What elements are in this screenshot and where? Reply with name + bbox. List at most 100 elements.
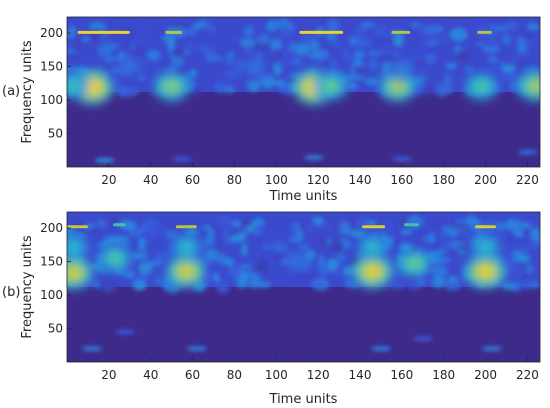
texture-blob <box>357 40 368 46</box>
x-tick-label: 100 <box>265 368 288 382</box>
texture-blob <box>217 252 226 266</box>
texture-blob <box>264 273 281 280</box>
texture-blob <box>292 56 301 66</box>
texture-blob <box>284 21 295 30</box>
texture-blob <box>501 33 512 46</box>
texture-blob <box>372 68 380 80</box>
texture-blob <box>205 53 221 62</box>
hotspot <box>180 242 193 252</box>
texture-blob <box>92 23 104 29</box>
x-tick-label: 160 <box>390 173 413 187</box>
plot-frame-b <box>66 211 541 363</box>
texture-blob <box>239 264 253 269</box>
texture-blob <box>254 281 272 288</box>
texture-blob <box>335 252 347 263</box>
texture-blob <box>245 76 259 81</box>
x-tick-label: 60 <box>185 173 200 187</box>
low-features-a <box>94 149 538 163</box>
hotspot <box>291 257 303 266</box>
texture-blob <box>215 279 230 294</box>
x-tick-label: 80 <box>227 173 242 187</box>
texture-blob <box>228 51 235 58</box>
texture-blob <box>239 272 250 281</box>
texture-blob <box>283 88 295 95</box>
hotspot <box>179 266 194 278</box>
texture-blob <box>276 57 294 68</box>
texture-blob <box>350 229 367 238</box>
texture-blob <box>529 235 540 241</box>
x-tick-label: 140 <box>349 173 372 187</box>
texture-blob <box>383 229 399 239</box>
texture-blob <box>441 82 454 95</box>
x-tick-label: 20 <box>101 173 116 187</box>
texture-blob <box>511 250 523 257</box>
x-tick-label: 120 <box>307 173 330 187</box>
y-tick-label: 50 <box>48 127 63 141</box>
hotspot <box>478 265 493 278</box>
texture-blob <box>354 50 366 59</box>
texture-blob <box>378 31 395 40</box>
texture-blob <box>456 50 473 61</box>
texture-blob <box>345 281 359 289</box>
texture-blob <box>414 44 432 49</box>
texture-blob <box>449 278 457 284</box>
texture-blob <box>441 243 449 253</box>
texture-blob <box>501 65 516 73</box>
x-tick-label: 40 <box>143 368 158 382</box>
texture-blob <box>444 282 462 291</box>
texture-blob <box>231 36 244 43</box>
texture-blob <box>210 67 222 79</box>
texture-blob <box>501 281 517 291</box>
texture-blob <box>497 252 511 262</box>
panel-label-b: (b) <box>2 285 20 300</box>
top-streak <box>299 30 344 34</box>
texture-blob <box>359 21 375 29</box>
x-ticks-b: 20 40 60 80 100 120 140 160 180 200 220 <box>101 358 539 382</box>
texture-blob <box>207 228 215 242</box>
y-ticks-b: 50 100 150 200 <box>40 221 71 336</box>
texture-blob <box>353 27 366 42</box>
texture-blob <box>515 36 528 48</box>
low-feature <box>412 336 433 342</box>
texture-blob <box>157 232 168 243</box>
y-tick-label: 200 <box>40 26 63 40</box>
texture-blob <box>467 69 475 74</box>
panel-b: 20 40 60 80 100 120 140 160 180 200 220 50 100 150 20… <box>2 211 541 407</box>
top-streak <box>67 225 88 229</box>
low-feature <box>94 157 115 163</box>
texture-blob <box>186 42 196 52</box>
top-streak <box>113 223 126 227</box>
top-streak <box>403 223 419 227</box>
low-feature <box>391 156 412 162</box>
hotspot <box>67 242 80 252</box>
texture-blob <box>414 279 427 286</box>
x-tick-label: 40 <box>143 173 158 187</box>
texture-blob <box>527 24 540 30</box>
texture-blob <box>415 19 423 32</box>
hotspot <box>407 258 422 269</box>
texture-blob <box>445 62 457 70</box>
texture-blob <box>483 39 500 48</box>
texture-blob <box>343 27 355 32</box>
y-ticks-a: 50 100 150 200 <box>40 26 71 141</box>
texture-blob <box>188 69 198 78</box>
texture-blob <box>143 223 161 237</box>
texture-blob <box>483 45 500 54</box>
low-features-b <box>82 329 502 352</box>
x-ticks-a: 20 40 60 80 100 120 140 160 180 200 220 <box>101 163 539 187</box>
texture-blob <box>349 74 366 81</box>
texture-blob <box>495 232 508 242</box>
texture-blob <box>224 68 242 80</box>
texture-blob <box>516 45 527 54</box>
texture-blob <box>489 66 506 73</box>
texture-blob <box>378 42 395 56</box>
texture-blob <box>201 225 212 230</box>
texture-blob <box>421 85 437 96</box>
hotspot <box>108 253 122 264</box>
texture-blob <box>493 221 508 231</box>
texture-blob <box>73 36 84 45</box>
top-streak <box>362 225 386 229</box>
texture-blob <box>287 237 302 243</box>
texture-blob <box>320 237 327 248</box>
texture-blob <box>368 58 379 71</box>
